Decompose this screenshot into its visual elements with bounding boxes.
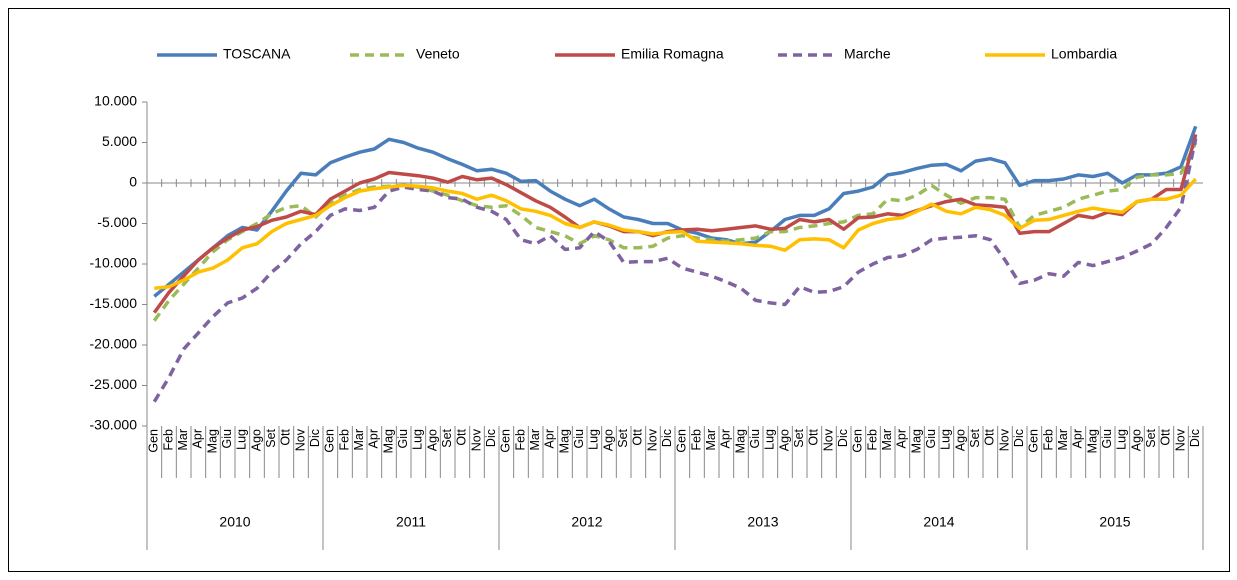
x-tick-label: Set (616, 428, 630, 447)
x-tick-label: Set (968, 428, 982, 447)
year-label: 2012 (571, 514, 602, 530)
chart-border (8, 8, 1230, 572)
x-tick-label: Mag (733, 429, 747, 453)
series-line (153, 125, 1198, 298)
x-tick-label: Nov (469, 428, 483, 451)
x-tick-label: Feb (161, 429, 175, 451)
x-tick-label: Gen (147, 429, 161, 453)
x-tick-label: Ago (249, 429, 263, 451)
x-tick-label: Dic (1188, 429, 1202, 447)
x-tick-label: Giu (1100, 429, 1114, 449)
x-tick-label: Mag (1085, 429, 1099, 453)
x-tick-label: Ott (455, 428, 469, 445)
x-tick-label: Set (792, 428, 806, 447)
y-tick-label: -30.000 (90, 417, 138, 433)
x-tick-label: Ott (807, 428, 821, 445)
x-tick-label: Lug (411, 429, 425, 450)
x-tick-label: Nov (821, 428, 835, 451)
y-tick-label: -25.000 (90, 376, 138, 392)
x-tick-label: Set (264, 428, 278, 447)
x-tick-label: Mar (176, 429, 190, 451)
x-tick-label: Mar (704, 429, 718, 451)
x-tick-label: Dic (660, 429, 674, 447)
x-tick-label: Nov (293, 428, 307, 451)
x-tick-label: Ott (1159, 428, 1173, 445)
x-tick-label: Ott (983, 428, 997, 445)
x-tick-label: Lug (763, 429, 777, 450)
x-tick-label: Mag (909, 429, 923, 453)
x-tick-label: Apr (719, 429, 733, 448)
x-tick-label: Ago (1129, 429, 1143, 451)
x-tick-label: Feb (513, 429, 527, 451)
x-tick-label: Dic (836, 429, 850, 447)
x-tick-label: Mar (528, 429, 542, 451)
x-tick-label: Feb (1041, 429, 1055, 451)
y-tick-label: 5.000 (102, 133, 137, 149)
legend-label: Lombardia (1051, 46, 1117, 62)
x-tick-label: Giu (924, 429, 938, 449)
y-tick-label: -10.000 (90, 255, 138, 271)
x-tick-label: Lug (939, 429, 953, 450)
x-tick-label: Gen (323, 429, 337, 453)
x-tick-label: Giu (748, 429, 762, 449)
legend-label: TOSCANA (223, 46, 291, 62)
x-tick-label: Mar (352, 429, 366, 451)
x-tick-label: Mag (381, 429, 395, 453)
series-line (152, 138, 1198, 403)
x-tick-label: Giu (572, 429, 586, 449)
x-tick-label: Gen (1027, 429, 1041, 453)
year-label: 2010 (219, 514, 250, 530)
x-tick-label: Apr (543, 429, 557, 448)
x-tick-label: Mar (880, 429, 894, 451)
x-tick-label: Apr (1071, 429, 1085, 448)
y-tick-label: -20.000 (90, 336, 138, 352)
x-tick-label: Nov (997, 428, 1011, 451)
x-tick-label: Dic (484, 429, 498, 447)
y-tick-label: 10.000 (94, 93, 137, 109)
x-tick-label: Nov (645, 428, 659, 451)
x-tick-label: Gen (499, 429, 513, 453)
x-tick-label: Ott (279, 428, 293, 445)
x-tick-label: Ago (601, 429, 615, 451)
x-tick-label: Feb (337, 429, 351, 451)
x-tick-label: Mar (1056, 429, 1070, 451)
series-line (154, 177, 1197, 291)
x-tick-label: Apr (367, 429, 381, 448)
series-line (152, 133, 1198, 314)
year-label: 2013 (747, 514, 778, 530)
legend-label: Marche (844, 46, 891, 62)
y-tick-label: -5.000 (97, 214, 137, 230)
x-tick-label: Ott (631, 428, 645, 445)
x-tick-label: Set (440, 428, 454, 447)
x-tick-label: Apr (191, 429, 205, 448)
x-tick-label: Ago (425, 429, 439, 451)
x-tick-label: Mag (557, 429, 571, 453)
legend-label: Emilia Romagna (621, 46, 724, 62)
x-tick-label: Set (1144, 428, 1158, 447)
x-tick-label: Ago (777, 429, 791, 451)
year-label: 2015 (1099, 514, 1130, 530)
legend-label: Veneto (416, 46, 460, 62)
x-tick-label: Feb (865, 429, 879, 451)
x-tick-label: Giu (396, 429, 410, 449)
y-tick-label: 0 (129, 174, 137, 190)
x-tick-label: Gen (675, 429, 689, 453)
x-tick-label: Giu (220, 429, 234, 449)
x-tick-label: Lug (235, 429, 249, 450)
year-label: 2011 (396, 514, 426, 530)
x-tick-label: Mag (205, 429, 219, 453)
x-tick-label: Dic (308, 429, 322, 447)
x-tick-label: Ago (953, 429, 967, 451)
x-tick-label: Lug (1115, 429, 1129, 450)
x-tick-label: Nov (1173, 428, 1187, 451)
x-tick-label: Dic (1012, 429, 1026, 447)
y-tick-label: -15.000 (90, 295, 138, 311)
x-tick-label: Apr (895, 429, 909, 448)
x-tick-label: Lug (587, 429, 601, 450)
x-tick-label: Gen (851, 429, 865, 453)
year-label: 2014 (923, 514, 954, 530)
x-tick-label: Feb (689, 429, 703, 451)
